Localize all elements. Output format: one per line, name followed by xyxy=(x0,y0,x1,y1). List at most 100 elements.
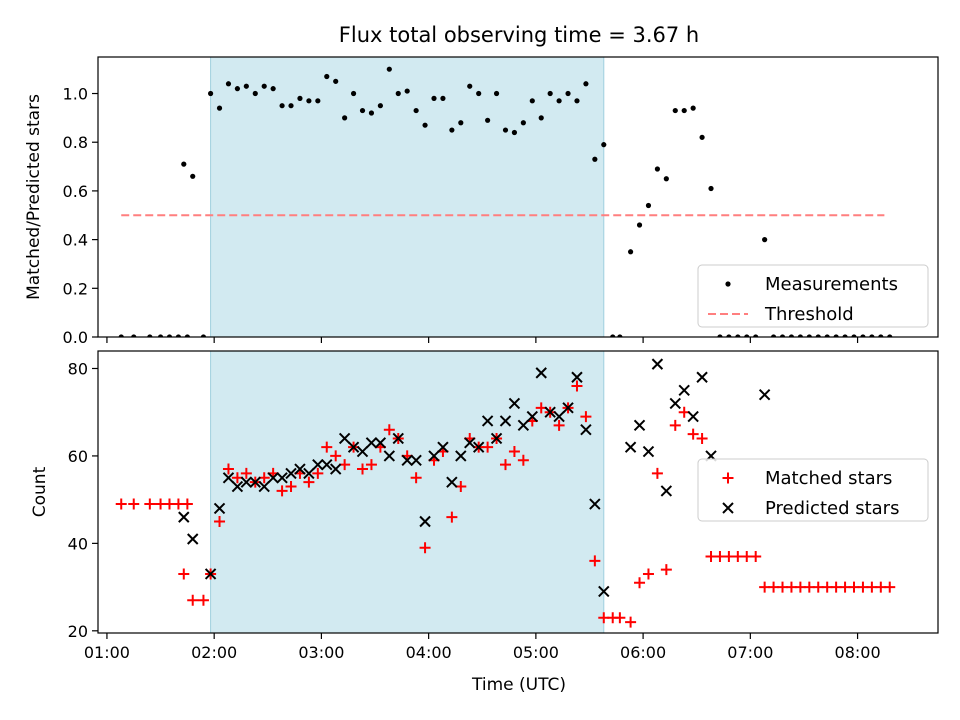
legend-label: Measurements xyxy=(765,274,898,295)
data-point xyxy=(687,428,699,440)
data-point xyxy=(401,454,413,467)
x-tick-label: 07:00 xyxy=(727,643,773,662)
data-point xyxy=(663,176,669,182)
data-point xyxy=(511,129,518,136)
data-point xyxy=(222,472,235,484)
data-point xyxy=(288,103,294,109)
data-point xyxy=(690,105,696,111)
data-point xyxy=(249,476,261,488)
data-point xyxy=(267,472,279,484)
legend: Measurements Threshold xyxy=(697,264,929,328)
data-point xyxy=(815,334,821,337)
data-point xyxy=(422,122,428,128)
data-point xyxy=(178,511,190,523)
data-point xyxy=(797,334,803,337)
data-point xyxy=(204,568,217,580)
x-tick-label: 08:00 xyxy=(835,643,881,662)
data-point xyxy=(294,463,306,475)
y-tick-label: 80 xyxy=(68,359,88,378)
y-tick-label: 40 xyxy=(68,534,88,553)
data-point xyxy=(118,334,124,337)
data-point xyxy=(315,98,321,104)
data-point xyxy=(285,481,297,493)
x-tick-label: 05:00 xyxy=(513,643,559,662)
data-point xyxy=(410,472,422,484)
data-point xyxy=(440,95,446,101)
shaded-observing-interval xyxy=(210,56,605,338)
data-point xyxy=(589,555,601,567)
data-point xyxy=(520,120,526,126)
data-point xyxy=(147,334,153,337)
data-point xyxy=(562,402,574,414)
legend-handle xyxy=(722,502,734,514)
series-predicted-stars xyxy=(178,358,771,598)
data-point xyxy=(490,432,503,445)
data-point xyxy=(642,568,654,580)
data-point xyxy=(651,358,664,370)
axes-frame xyxy=(97,350,939,634)
data-point xyxy=(187,533,199,545)
data-point xyxy=(329,463,342,475)
data-point xyxy=(556,98,562,104)
data-point xyxy=(297,95,303,101)
axes-frame xyxy=(97,56,939,338)
legend-handle xyxy=(722,472,734,484)
data-point xyxy=(614,612,626,624)
data-point xyxy=(499,459,511,471)
data-point xyxy=(696,371,708,383)
data-point xyxy=(636,222,643,228)
data-point xyxy=(213,502,226,515)
x-tick-label: 04:00 xyxy=(406,643,452,662)
data-point xyxy=(544,406,556,418)
data-point xyxy=(312,458,324,471)
data-point xyxy=(788,334,795,337)
data-point xyxy=(303,476,315,488)
data-point xyxy=(851,334,857,337)
data-point xyxy=(571,380,583,392)
y-tick-label: 0.2 xyxy=(63,279,88,298)
data-point xyxy=(285,467,297,480)
data-point xyxy=(115,498,127,510)
data-point xyxy=(547,90,553,97)
data-point xyxy=(580,411,592,423)
data-point xyxy=(392,432,404,445)
y-tick-label: 60 xyxy=(68,447,88,466)
data-point xyxy=(404,88,410,94)
data-point xyxy=(222,463,234,475)
plot-area xyxy=(115,358,896,628)
bottom-panel: 01:00 02:00 03:00 04:00 05:00 06:00 07:00 08:00… xyxy=(30,350,939,662)
data-point xyxy=(178,568,190,580)
data-point xyxy=(303,467,315,480)
data-point xyxy=(449,127,455,133)
data-point xyxy=(508,397,521,410)
data-point xyxy=(306,98,312,104)
data-point xyxy=(216,105,223,111)
legend-box xyxy=(697,458,929,522)
data-point xyxy=(455,450,467,462)
x-tick-label: 01:00 xyxy=(84,643,130,662)
legend-label: Predicted stars xyxy=(765,498,899,519)
data-point xyxy=(598,585,610,598)
data-point xyxy=(175,334,182,337)
data-point xyxy=(330,450,342,462)
data-point xyxy=(869,334,875,337)
data-point xyxy=(243,83,249,89)
data-point xyxy=(538,115,544,121)
data-point xyxy=(642,445,655,458)
data-point xyxy=(342,115,348,121)
data-point xyxy=(386,66,392,72)
data-point xyxy=(634,577,646,589)
data-point xyxy=(517,419,530,432)
data-point xyxy=(526,410,539,423)
data-point xyxy=(651,467,663,479)
data-point xyxy=(383,450,396,462)
data-point xyxy=(583,81,589,87)
data-point xyxy=(842,334,848,337)
data-point xyxy=(493,90,500,97)
data-point xyxy=(144,498,156,510)
x-tick-label: 02:00 xyxy=(191,643,237,662)
legend-box xyxy=(697,264,929,328)
data-point xyxy=(365,437,378,449)
data-point xyxy=(190,173,196,179)
